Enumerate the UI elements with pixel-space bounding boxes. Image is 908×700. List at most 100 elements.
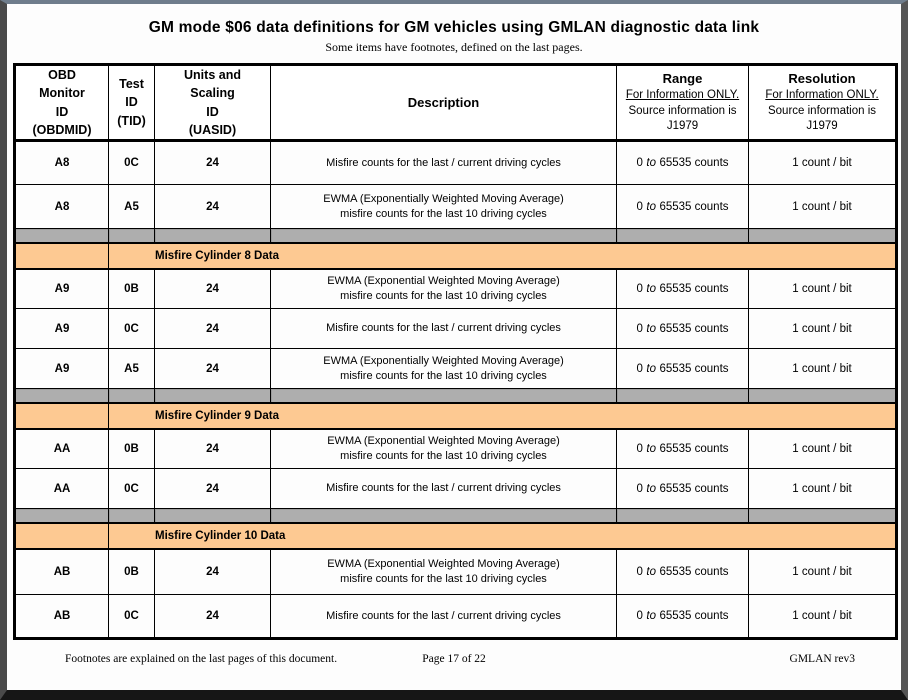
page-footer: Footnotes are explained on the last page…	[7, 653, 901, 665]
cell-obdmid: A8	[14, 140, 109, 185]
section-header-row: Misfire Cylinder 10 Data	[14, 521, 897, 550]
cell-range: 0 to 65535 counts	[616, 428, 749, 469]
cell-uasid: 24	[154, 184, 271, 229]
col-header-obdmid-line: ID	[55, 104, 69, 119]
cell-description: EWMA (Exponential Weighted Moving Averag…	[270, 548, 617, 595]
separator-row	[14, 228, 897, 243]
cell-resolution: 1 count / bit	[748, 594, 897, 639]
table-row: AA 0B 24 EWMA (Exponential Weighted Movi…	[14, 428, 897, 469]
page-subtitle: Some items have footnotes, defined on th…	[325, 40, 583, 54]
description-line: Misfire counts for the last / current dr…	[326, 609, 561, 622]
table-row: A8 0C 24 Misfire counts for the last / c…	[14, 140, 897, 185]
table-row: A8 A5 24 EWMA (Exponentially Weighted Mo…	[14, 184, 897, 229]
cell-obdmid: A9	[14, 348, 109, 389]
cell-tid: A5	[108, 184, 155, 229]
col-header-uasid-line: (UASID)	[188, 122, 237, 137]
cell-obdmid: A9	[14, 268, 109, 309]
description-line: misfire counts for the last 10 driving c…	[340, 289, 547, 302]
cell-tid: 0C	[108, 140, 155, 185]
col-header-range-title: Range	[662, 71, 703, 87]
description-line: EWMA (Exponentially Weighted Moving Aver…	[323, 354, 564, 367]
table-row: A9 A5 24 EWMA (Exponentially Weighted Mo…	[14, 348, 897, 389]
page-title: GM mode $06 data definitions for GM vehi…	[148, 19, 760, 36]
cell-description: Misfire counts for the last / current dr…	[270, 594, 617, 639]
col-header-tid-line: ID	[125, 95, 138, 110]
section-empty-cell	[14, 521, 109, 550]
separator-row	[14, 388, 897, 403]
cell-range: 0 to 65535 counts	[616, 468, 749, 509]
col-header-uasid-line: Units and	[184, 68, 241, 83]
description-line: misfire counts for the last 10 driving c…	[340, 572, 547, 585]
cell-uasid: 24	[154, 594, 271, 639]
col-header-obdmid-line: OBD	[48, 68, 76, 83]
description-line: misfire counts for the last 10 driving c…	[340, 369, 547, 382]
section-label: Misfire Cylinder 9 Data	[108, 401, 897, 430]
cell-uasid: 24	[154, 428, 271, 469]
section-empty-cell	[14, 241, 109, 270]
cell-tid: 0B	[108, 548, 155, 595]
cell-tid: 0B	[108, 428, 155, 469]
description-line: Misfire counts for the last / current dr…	[326, 156, 561, 169]
cell-range: 0 to 65535 counts	[616, 348, 749, 389]
col-header-range-source: Source information is J1979	[628, 104, 737, 133]
cell-description: Misfire counts for the last / current dr…	[270, 468, 617, 509]
cell-tid: 0C	[108, 308, 155, 349]
cell-uasid: 24	[154, 268, 271, 309]
cell-obdmid: A9	[14, 308, 109, 349]
cell-resolution: 1 count / bit	[748, 308, 897, 349]
cell-description: Misfire counts for the last / current dr…	[270, 308, 617, 349]
cell-uasid: 24	[154, 548, 271, 595]
footer-footnote-text: Footnotes are explained on the last page…	[65, 653, 338, 665]
cell-uasid: 24	[154, 140, 271, 185]
description-line: EWMA (Exponential Weighted Moving Averag…	[327, 274, 560, 287]
cell-obdmid: AB	[14, 548, 109, 595]
section-label: Misfire Cylinder 10 Data	[108, 521, 897, 550]
cell-resolution: 1 count / bit	[748, 268, 897, 309]
cell-range: 0 to 65535 counts	[616, 140, 749, 185]
col-header-resolution-info: For Information ONLY.	[765, 89, 879, 101]
description-line: misfire counts for the last 10 driving c…	[340, 449, 547, 462]
description-line: EWMA (Exponentially Weighted Moving Aver…	[323, 192, 564, 205]
cell-description: Misfire counts for the last / current dr…	[270, 140, 617, 185]
cell-obdmid: AA	[14, 428, 109, 469]
cell-uasid: 24	[154, 468, 271, 509]
col-header-range: Range For Information ONLY. Source infor…	[616, 64, 749, 142]
cell-resolution: 1 count / bit	[748, 548, 897, 595]
description-line: EWMA (Exponential Weighted Moving Averag…	[327, 434, 560, 447]
col-header-description: Description	[270, 64, 617, 142]
table-row: AA 0C 24 Misfire counts for the last / c…	[14, 468, 897, 509]
section-header-row: Misfire Cylinder 9 Data	[14, 401, 897, 430]
footer-doc-revision: GMLAN rev3	[789, 653, 855, 665]
cell-range: 0 to 65535 counts	[616, 308, 749, 349]
table-row: A9 0B 24 EWMA (Exponential Weighted Movi…	[14, 268, 897, 309]
section-label: Misfire Cylinder 8 Data	[108, 241, 897, 270]
description-line: Misfire counts for the last / current dr…	[326, 482, 561, 495]
separator-row	[14, 508, 897, 523]
cell-tid: 0B	[108, 268, 155, 309]
col-header-uasid-line: Scaling	[190, 86, 235, 101]
section-header-row: Misfire Cylinder 8 Data	[14, 241, 897, 270]
col-header-tid-line: (TID)	[117, 113, 146, 128]
cell-range: 0 to 65535 counts	[616, 594, 749, 639]
cell-obdmid: A8	[14, 184, 109, 229]
table-row: AB 0B 24 EWMA (Exponential Weighted Movi…	[14, 548, 897, 595]
cell-description: EWMA (Exponentially Weighted Moving Aver…	[270, 184, 617, 229]
description-line: misfire counts for the last 10 driving c…	[340, 207, 547, 220]
cell-obdmid: AB	[14, 594, 109, 639]
cell-range: 0 to 65535 counts	[616, 268, 749, 309]
cell-description: EWMA (Exponential Weighted Moving Averag…	[270, 428, 617, 469]
cell-range: 0 to 65535 counts	[616, 548, 749, 595]
header-row: OBD Monitor ID (OBDMID) Test ID (TID) Un…	[14, 64, 897, 142]
cell-resolution: 1 count / bit	[748, 348, 897, 389]
cell-description: EWMA (Exponentially Weighted Moving Aver…	[270, 348, 617, 389]
cell-uasid: 24	[154, 308, 271, 349]
cell-resolution: 1 count / bit	[748, 468, 897, 509]
col-header-obdmid: OBD Monitor ID (OBDMID)	[14, 64, 109, 142]
cell-obdmid: AA	[14, 468, 109, 509]
description-line: EWMA (Exponential Weighted Moving Averag…	[327, 557, 560, 570]
col-header-resolution-source: Source information is J1979	[767, 104, 877, 133]
cell-range: 0 to 65535 counts	[616, 184, 749, 229]
cell-resolution: 1 count / bit	[748, 428, 897, 469]
col-header-resolution-title: Resolution	[788, 71, 856, 87]
col-header-obdmid-line: Monitor	[39, 86, 85, 101]
